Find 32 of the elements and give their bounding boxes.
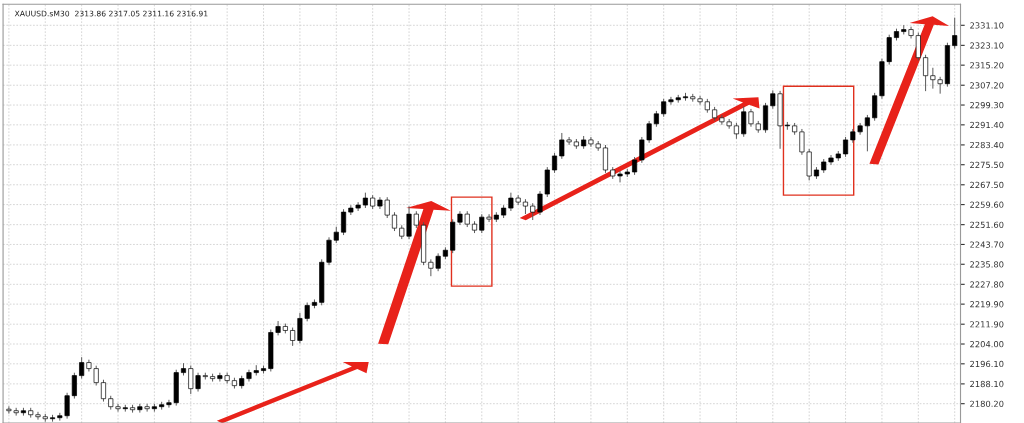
candlestick <box>952 17 958 49</box>
y-tick-label: 2275.50 <box>970 161 1004 168</box>
y-tick-label: 2227.80 <box>970 281 1004 288</box>
y-tick-label: 2331.10 <box>970 22 1004 29</box>
y-tick-label: 2323.10 <box>970 42 1004 49</box>
y-tick-label: 2283.40 <box>970 141 1004 149</box>
y-tick-label: 2188.10 <box>970 380 1004 388</box>
candlestick <box>71 372 77 399</box>
y-tick-label: 2180.20 <box>970 400 1004 407</box>
y-tick-label: 2267.50 <box>970 181 1004 189</box>
y-tick-label: 2243.70 <box>970 241 1004 248</box>
y-tick-label: 2315.20 <box>970 62 1004 69</box>
candlestick <box>864 114 870 152</box>
candlestick <box>923 54 929 92</box>
y-tick-label: 2291.40 <box>970 121 1004 129</box>
y-tick-label: 2219.90 <box>970 301 1004 308</box>
y-tick-label: 2204.00 <box>970 340 1004 348</box>
y-tick-label: 2299.30 <box>970 102 1004 109</box>
candlestick <box>552 152 558 173</box>
candlestick <box>391 212 398 232</box>
candlestick <box>872 92 878 121</box>
candlestick <box>341 209 347 236</box>
candlestick <box>100 379 106 402</box>
y-tick-label: 2235.80 <box>970 261 1004 268</box>
y-tick-label: 2259.60 <box>970 201 1004 208</box>
y-tick-label: 2211.90 <box>970 321 1004 328</box>
candlestick <box>79 357 85 379</box>
y-tick-label: 2251.60 <box>970 221 1004 228</box>
candlestick <box>843 136 849 157</box>
y-tick-label: 2307.20 <box>970 82 1004 89</box>
candlestick <box>602 144 609 173</box>
y-tick-label: 2196.10 <box>970 360 1004 368</box>
